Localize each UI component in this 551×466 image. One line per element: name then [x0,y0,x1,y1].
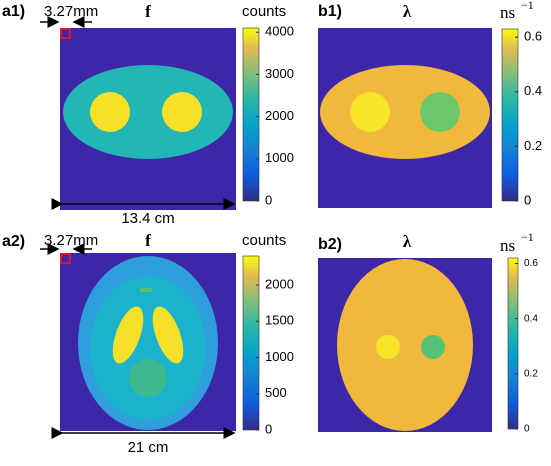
colorbar-tick-label: 0.6 [524,258,538,269]
colorbar-tick-label: 0.2 [524,368,538,379]
unit: ns [500,236,515,255]
colorbar [243,256,259,430]
colorbar-tick-label: 0 [265,192,272,207]
colorbar [243,28,259,201]
colorbar-tick-label: 0.2 [524,138,542,153]
image-b2 [318,258,492,432]
colorbar-tick-label: 0.6 [524,29,542,44]
colorbar-tick-label: 1000 [265,150,294,165]
image-a2 [60,253,236,431]
colorbar-tick-label: 0.4 [524,83,542,98]
image-a1 [60,28,236,210]
colorbar-tick-label: 0 [265,421,272,436]
colorbar-tick-label: 1500 [265,313,294,328]
colorbar-tick-label: 3000 [265,66,294,81]
pixel-size: 3.27mm [44,3,98,20]
colorbar-tick-label: 0 [524,424,530,435]
panel-label: b1) [318,3,342,20]
unit-exponent: −1 [521,230,534,244]
panel-title: λ [403,2,412,21]
panel-title: f [145,231,151,250]
panel-label: a2) [2,233,25,250]
panel-title: f [145,2,151,21]
colorbar-tick-label: 2000 [265,108,294,123]
scale-bar-label: 13.4 cm [121,210,174,227]
colorbar-tick-label: 500 [265,385,287,400]
figure: a1) 3.27mm f counts 13.4 cm b1) λ ns −1 … [0,0,551,461]
pixel-size: 3.27mm [44,232,98,249]
unit: ns [500,3,515,22]
scale-bar-label: 21 cm [128,439,169,456]
colorbar-tick-label: 1000 [265,349,294,364]
colorbar-tick-label: 0.4 [524,313,538,324]
colorbar-tick-label: 2000 [265,276,294,291]
image-b1 [318,28,492,208]
panel-title: λ [403,232,412,251]
unit-exponent: −1 [521,0,534,12]
unit: counts [242,232,286,249]
panel-label: b2) [318,236,342,253]
unit: counts [242,3,286,20]
panel-label: a1) [2,3,25,20]
colorbar-tick-label: 0 [524,192,531,207]
colorbar [508,258,518,429]
colorbar-tick-label: 4000 [265,24,294,39]
colorbar [502,29,518,201]
